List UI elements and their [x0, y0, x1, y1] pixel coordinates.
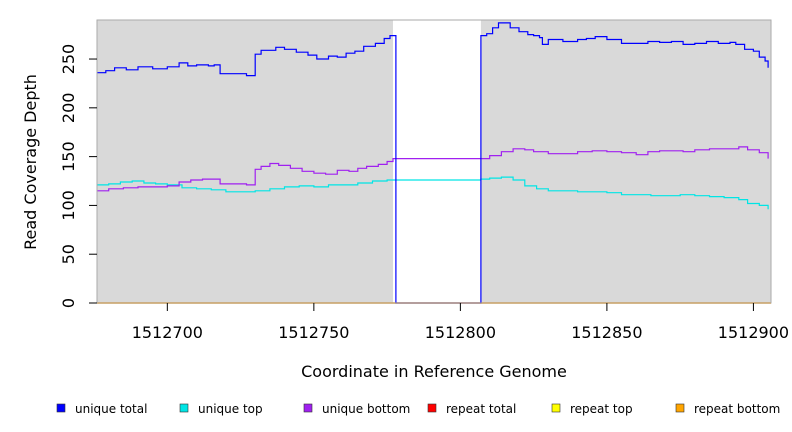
legend-label: repeat bottom — [694, 402, 780, 416]
x-tick-label: 1512850 — [571, 323, 642, 342]
y-tick-label: 0 — [59, 298, 78, 308]
legend-swatch — [675, 403, 685, 413]
y-tick-label: 50 — [59, 244, 78, 264]
y-axis-title: Read Coverage Depth — [21, 74, 40, 250]
x-tick-label: 1512700 — [132, 323, 203, 342]
x-tick-label: 1512900 — [718, 323, 789, 342]
x-tick-label: 1512750 — [278, 323, 349, 342]
y-tick-label: 150 — [59, 141, 78, 172]
legend-label: unique top — [198, 402, 263, 416]
y-tick-label: 250 — [59, 44, 78, 75]
legend-label: unique total — [75, 402, 147, 416]
legend-swatch — [303, 403, 313, 413]
x-axis-title: Coordinate in Reference Genome — [301, 362, 567, 381]
x-tick-label: 1512800 — [425, 323, 496, 342]
legend-swatch — [427, 403, 437, 413]
x-axis: 1512700 1512750 1512800 1512850 1512900 — [132, 303, 789, 342]
series-line-unique-top — [97, 176, 769, 210]
legend-swatch — [56, 403, 66, 413]
legend: unique total unique top unique bottom repea… — [56, 402, 780, 416]
plot-frame — [96, 19, 772, 304]
gap-region — [392, 20, 481, 303]
y-axis: 0 50 100 150 200 250 — [59, 44, 97, 308]
legend-swatch — [179, 403, 189, 413]
legend-swatch — [551, 403, 561, 413]
legend-label: repeat total — [446, 402, 516, 416]
legend-label: repeat top — [570, 402, 633, 416]
series-line-unique-bottom — [97, 146, 769, 192]
legend-label: unique bottom — [322, 402, 410, 416]
y-tick-label: 100 — [59, 190, 78, 221]
y-tick-label: 200 — [59, 93, 78, 124]
